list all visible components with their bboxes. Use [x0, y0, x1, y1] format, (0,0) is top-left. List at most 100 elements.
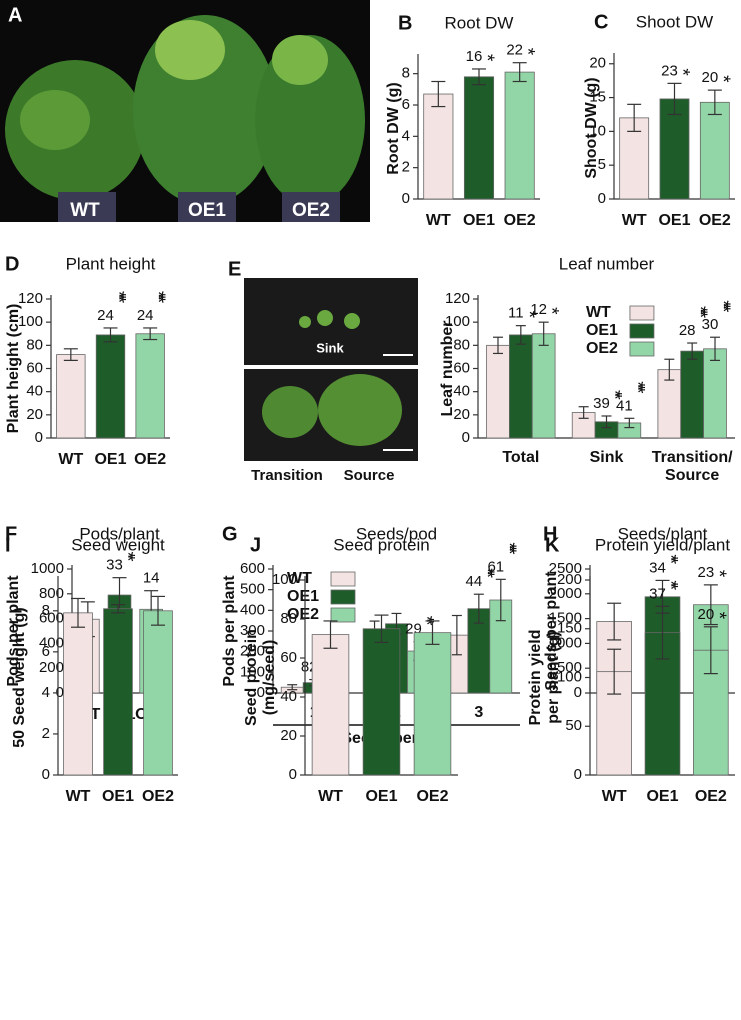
significance-stars: ***	[107, 291, 128, 304]
panel-letter: D	[5, 253, 19, 275]
y-tick-label: 2	[42, 725, 50, 742]
y-tick-label: 60	[453, 359, 470, 376]
y-tick-label: 0	[56, 684, 64, 701]
x-tick-label: OE1	[463, 212, 495, 229]
x-tick-label: WT	[602, 788, 627, 805]
bar	[486, 344, 510, 439]
y-tick-label: 600	[240, 560, 265, 577]
y-axis-label: Pods per plant	[5, 575, 22, 687]
legend-swatch	[330, 571, 356, 587]
y-axis-label: Seed protein	[243, 629, 260, 726]
percent-increase: 20	[701, 69, 718, 86]
bar	[463, 76, 495, 200]
significance-stars: ***	[498, 542, 519, 555]
leaf	[344, 313, 360, 329]
x-tick-label: WT	[622, 212, 647, 229]
panel-letter: E	[228, 258, 241, 280]
x-tick-label: OE2	[416, 788, 448, 805]
legend-label: WT	[586, 304, 611, 321]
photo-e: E Sink Transition Source	[228, 258, 418, 484]
legend-label: OE2	[586, 340, 618, 357]
y-tick-label: 100	[18, 313, 43, 330]
bar	[699, 101, 730, 200]
x-tick-label: OE2	[504, 212, 536, 229]
photo-label: WT	[70, 200, 100, 221]
y-tick-label: 80	[280, 610, 297, 627]
y-tick-label: 0	[598, 190, 606, 207]
pot	[58, 192, 116, 222]
y-tick-label: 4	[402, 127, 410, 144]
x-tick-label: OE2	[134, 451, 166, 468]
percent-increase: 44	[465, 573, 482, 590]
chart-title: Leaf number	[559, 254, 655, 273]
percent-increase: 28	[679, 322, 696, 339]
x-tick-label: Transition/	[652, 449, 733, 466]
y-tick-label: 0	[402, 190, 410, 207]
photo-label: OE2	[292, 200, 330, 221]
y-tick-label: 0	[35, 429, 43, 446]
bar	[95, 334, 126, 439]
leaf	[272, 35, 328, 85]
chart-title: Plant height	[66, 254, 156, 273]
y-tick-label: 1500	[549, 610, 582, 627]
y-tick-label: 20	[589, 55, 606, 72]
y-tick-label: 40	[26, 383, 43, 400]
panel-letter: A	[8, 4, 22, 26]
bar	[63, 612, 93, 776]
chart-title: Seeds/plant	[618, 524, 708, 543]
x-tick-label: WT	[58, 451, 83, 468]
legend-label: OE1	[586, 322, 618, 339]
y-tick-label: 2000	[549, 585, 582, 602]
leaf	[262, 386, 318, 438]
percent-increase: 14	[143, 570, 160, 587]
percent-increase: 12	[530, 301, 547, 318]
leaf	[318, 374, 402, 446]
percent-increase: 41	[616, 397, 633, 414]
percent-increase: 30	[702, 316, 719, 333]
panel-letter: C	[594, 11, 608, 33]
x-tick-label: WT	[318, 788, 343, 805]
leaf	[317, 310, 333, 326]
y-tick-label: 0	[574, 684, 582, 701]
photo-label: Source	[344, 467, 395, 484]
y-tick-label: 20	[453, 406, 470, 423]
panel-letter: G	[222, 523, 238, 545]
y-tick-label: 10	[589, 122, 606, 139]
x-tick-label: OE1	[365, 788, 397, 805]
x-tick-label: WT	[66, 788, 91, 805]
percent-increase: 23	[697, 564, 714, 581]
y-tick-label: 8	[42, 602, 50, 619]
bar	[509, 334, 533, 439]
panel-letter: I	[5, 534, 11, 556]
y-tick-label: 15	[589, 89, 606, 106]
percent-increase: 34	[649, 559, 666, 576]
bar	[135, 333, 165, 439]
y-tick-label: 500	[240, 581, 265, 598]
y-tick-label: 60	[26, 359, 43, 376]
legend-swatch	[330, 589, 356, 605]
y-tick-label: 100	[272, 571, 297, 588]
bar	[143, 610, 173, 776]
leaf	[155, 20, 225, 80]
y-tick-label: 60	[280, 649, 297, 666]
photo-label: OE1	[188, 200, 226, 221]
y-axis-label: Shoot DW (g)	[583, 77, 600, 178]
y-axis-label: Leaf number	[439, 320, 456, 416]
percent-increase: 23	[661, 62, 678, 79]
chart-title: Seed protein	[333, 535, 429, 554]
percent-increase: 22	[506, 42, 523, 59]
y-tick-label: 5	[598, 156, 606, 173]
panel-letter: B	[398, 12, 412, 34]
legend-label: OE2	[287, 606, 319, 623]
bar	[311, 634, 350, 776]
leaf	[299, 316, 311, 328]
y-tick-label: 6	[42, 643, 50, 660]
y-axis-label: Plant height (cm)	[5, 304, 22, 434]
y-tick-label: 400	[240, 601, 265, 618]
x-tick-label: OE2	[695, 788, 727, 805]
bar	[659, 98, 690, 200]
y-axis-label: Pods per plant	[221, 575, 238, 687]
photo-label: Transition	[251, 467, 323, 484]
significance-stars: ***	[147, 291, 168, 304]
chart-title: Pods/plant	[79, 524, 160, 543]
